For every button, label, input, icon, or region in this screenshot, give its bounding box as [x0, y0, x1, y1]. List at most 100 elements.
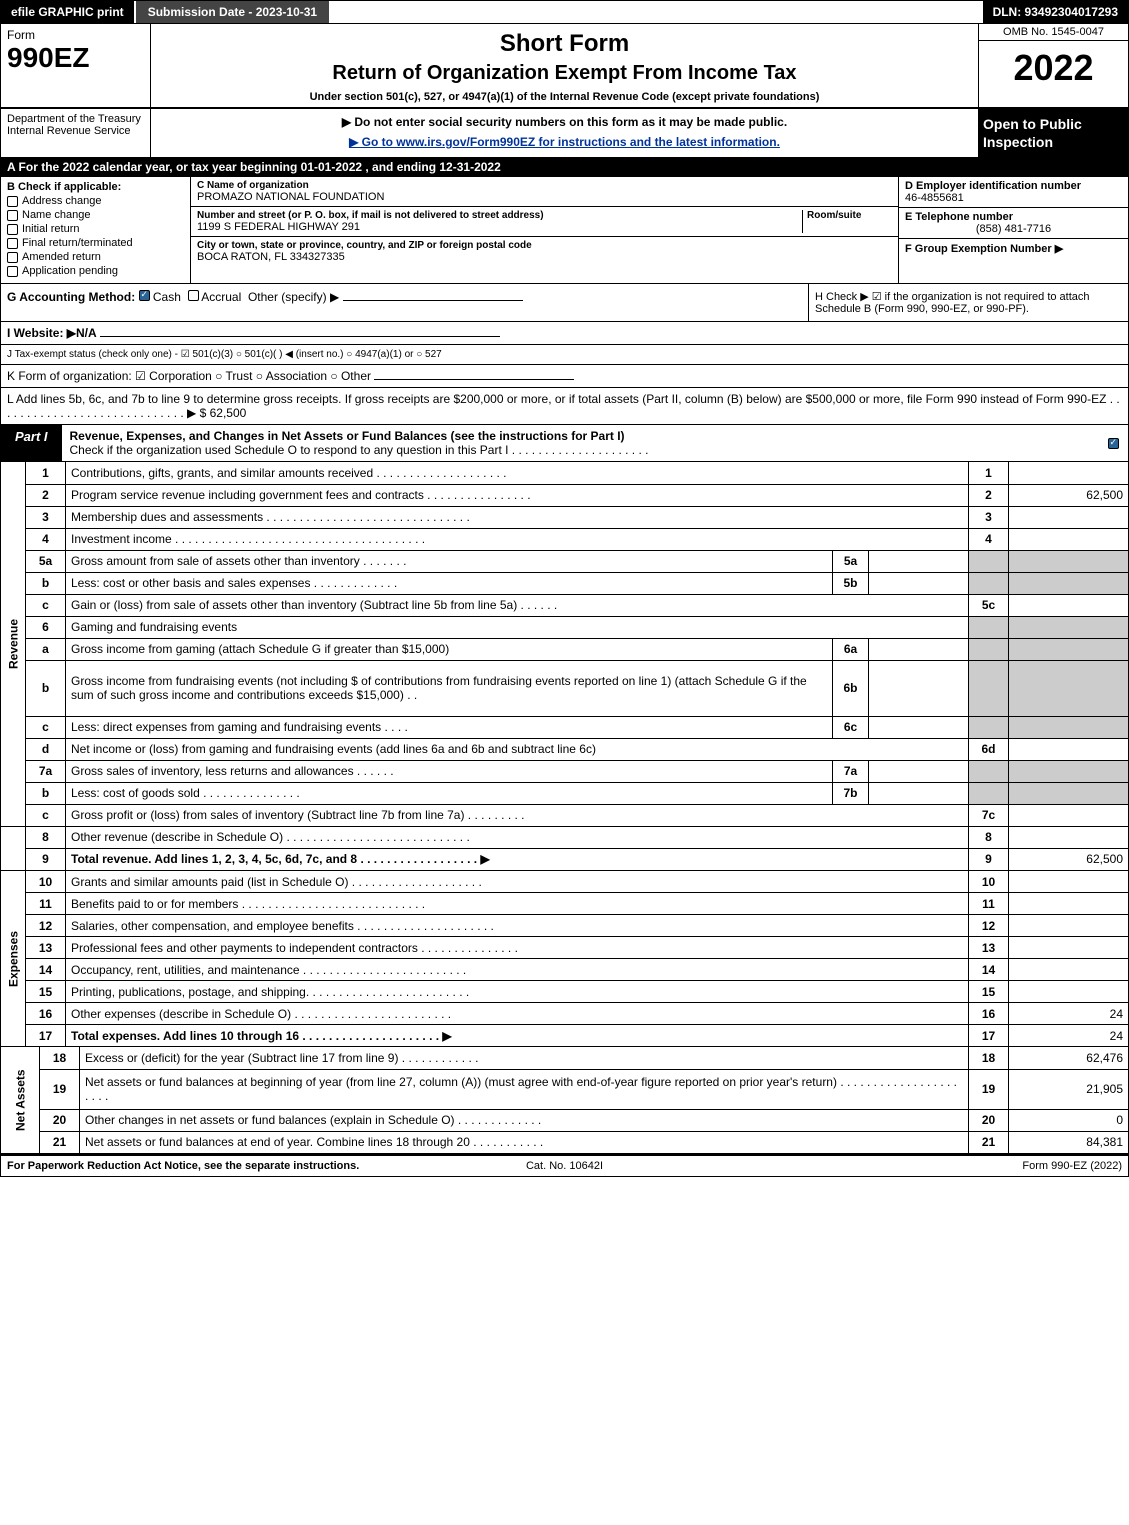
line-15: 15 Printing, publications, postage, and …: [1, 981, 1129, 1003]
row-j-tax-exempt: J Tax-exempt status (check only one) - ☑…: [0, 345, 1129, 365]
line-desc: Less: direct expenses from gaming and fu…: [66, 716, 833, 738]
website-label: I Website: ▶N/A: [7, 326, 97, 340]
footer-left: For Paperwork Reduction Act Notice, see …: [7, 1160, 379, 1172]
right-num: 6d: [969, 738, 1009, 760]
phone-row: E Telephone number (858) 481-7716: [899, 208, 1128, 239]
right-val: [1009, 915, 1129, 937]
line-num: 16: [26, 1003, 66, 1025]
dept-treasury: Department of the Treasury Internal Reve…: [1, 109, 151, 157]
footer-mid: Cat. No. 10642I: [379, 1160, 751, 1172]
cb-label: Name change: [22, 209, 91, 221]
line-num: 6: [26, 616, 66, 638]
line-3: 3 Membership dues and assessments . . . …: [1, 506, 1129, 528]
line-num: 9: [26, 848, 66, 870]
right-val: [1009, 871, 1129, 893]
street-value: 1199 S FEDERAL HIGHWAY 291: [197, 221, 802, 233]
col-b-header: B Check if applicable:: [7, 181, 184, 193]
phone-label: E Telephone number: [905, 211, 1122, 223]
line-5b: b Less: cost or other basis and sales ex…: [1, 572, 1129, 594]
line-num: 5a: [26, 550, 66, 572]
cb-final-return[interactable]: Final return/terminated: [7, 237, 184, 249]
line-num: 2: [26, 484, 66, 506]
revenue-table: Revenue 1 Contributions, gifts, grants, …: [0, 462, 1129, 871]
other-org-field[interactable]: [374, 379, 574, 380]
ein-label: D Employer identification number: [905, 180, 1122, 192]
cb-initial-return[interactable]: Initial return: [7, 223, 184, 235]
irs-link[interactable]: ▶ Go to www.irs.gov/Form990EZ for instru…: [349, 135, 780, 149]
line-num: 10: [26, 871, 66, 893]
cash-label: Cash: [153, 290, 181, 304]
cb-cash[interactable]: [139, 290, 150, 301]
cb-name-change[interactable]: Name change: [7, 209, 184, 221]
line-17: 17 Total expenses. Add lines 10 through …: [1, 1025, 1129, 1047]
line-6d: d Net income or (loss) from gaming and f…: [1, 738, 1129, 760]
line-num: 19: [40, 1069, 80, 1109]
sub-num: 7a: [833, 760, 869, 782]
expenses-table: Expenses 10 Grants and similar amounts p…: [0, 871, 1129, 1048]
efile-print-button[interactable]: efile GRAPHIC print: [1, 1, 134, 23]
cb-amended-return[interactable]: Amended return: [7, 251, 184, 263]
cb-address-change[interactable]: Address change: [7, 195, 184, 207]
part-1-checkbox[interactable]: [1098, 425, 1128, 461]
column-b: B Check if applicable: Address change Na…: [1, 177, 191, 283]
line-num: b: [26, 782, 66, 804]
form-number: 990EZ: [7, 42, 144, 74]
dln-label: DLN: 93492304017293: [983, 1, 1128, 23]
right-num: 13: [969, 937, 1009, 959]
line-desc: Benefits paid to or for members . . . . …: [66, 893, 969, 915]
line-num: 11: [26, 893, 66, 915]
right-val: [1009, 462, 1129, 484]
right-num: 20: [969, 1109, 1009, 1131]
right-val: 62,500: [1009, 484, 1129, 506]
right-val-shaded: [1009, 716, 1129, 738]
line-num: c: [26, 804, 66, 826]
form-header: Form 990EZ Short Form Return of Organiza…: [0, 24, 1129, 109]
cb-accrual[interactable]: [188, 290, 199, 301]
line-num: 14: [26, 959, 66, 981]
group-exemption-label: F Group Exemption Number ▶: [905, 242, 1122, 255]
header-right: OMB No. 1545-0047 2022: [978, 24, 1128, 107]
line-18: Net Assets 18 Excess or (deficit) for th…: [1, 1047, 1129, 1069]
page-footer: For Paperwork Reduction Act Notice, see …: [0, 1154, 1129, 1177]
line-desc: Gross profit or (loss) from sales of inv…: [66, 804, 969, 826]
cb-label: Final return/terminated: [22, 237, 133, 249]
row-l-gross-receipts: L Add lines 5b, 6c, and 7b to line 9 to …: [0, 388, 1129, 425]
line-desc: Printing, publications, postage, and shi…: [66, 981, 969, 1003]
right-val: [1009, 506, 1129, 528]
cb-label: Address change: [22, 195, 102, 207]
other-specify-field[interactable]: [343, 300, 523, 301]
form-word: Form: [7, 28, 144, 42]
line-4: 4 Investment income . . . . . . . . . . …: [1, 528, 1129, 550]
right-num: 21: [969, 1131, 1009, 1153]
accounting-method: G Accounting Method: Cash Accrual Other …: [1, 284, 808, 321]
row-k-text: K Form of organization: ☑ Corporation ○ …: [7, 369, 371, 383]
sub-num: 6b: [833, 660, 869, 716]
line-num: b: [26, 572, 66, 594]
right-num: 9: [969, 848, 1009, 870]
line-num: 8: [26, 826, 66, 848]
rev-side-cont: [1, 826, 26, 870]
line-num: 18: [40, 1047, 80, 1069]
no-ssn-warning: ▶ Do not enter social security numbers o…: [157, 115, 972, 129]
return-title: Return of Organization Exempt From Incom…: [159, 62, 970, 85]
org-name-value: PROMAZO NATIONAL FOUNDATION: [197, 191, 892, 203]
other-label: Other (specify) ▶: [248, 290, 339, 304]
short-form-title: Short Form: [159, 30, 970, 58]
right-num: 5c: [969, 594, 1009, 616]
open-public-label: Open to Public Inspection: [979, 109, 1128, 157]
line-num: 17: [26, 1025, 66, 1047]
right-val-shaded: [1009, 550, 1129, 572]
cb-application-pending[interactable]: Application pending: [7, 265, 184, 277]
right-num: 12: [969, 915, 1009, 937]
sub-val: [869, 782, 969, 804]
line-7b: b Less: cost of goods sold . . . . . . .…: [1, 782, 1129, 804]
right-num: 2: [969, 484, 1009, 506]
line-desc: Net assets or fund balances at end of ye…: [80, 1131, 969, 1153]
line-num: 21: [40, 1131, 80, 1153]
right-num: 8: [969, 826, 1009, 848]
schedule-b-check: H Check ▶ ☑ if the organization is not r…: [808, 284, 1128, 321]
right-num-shaded: [969, 550, 1009, 572]
sub-num: 5b: [833, 572, 869, 594]
line-num: d: [26, 738, 66, 760]
website-field[interactable]: [100, 336, 500, 337]
